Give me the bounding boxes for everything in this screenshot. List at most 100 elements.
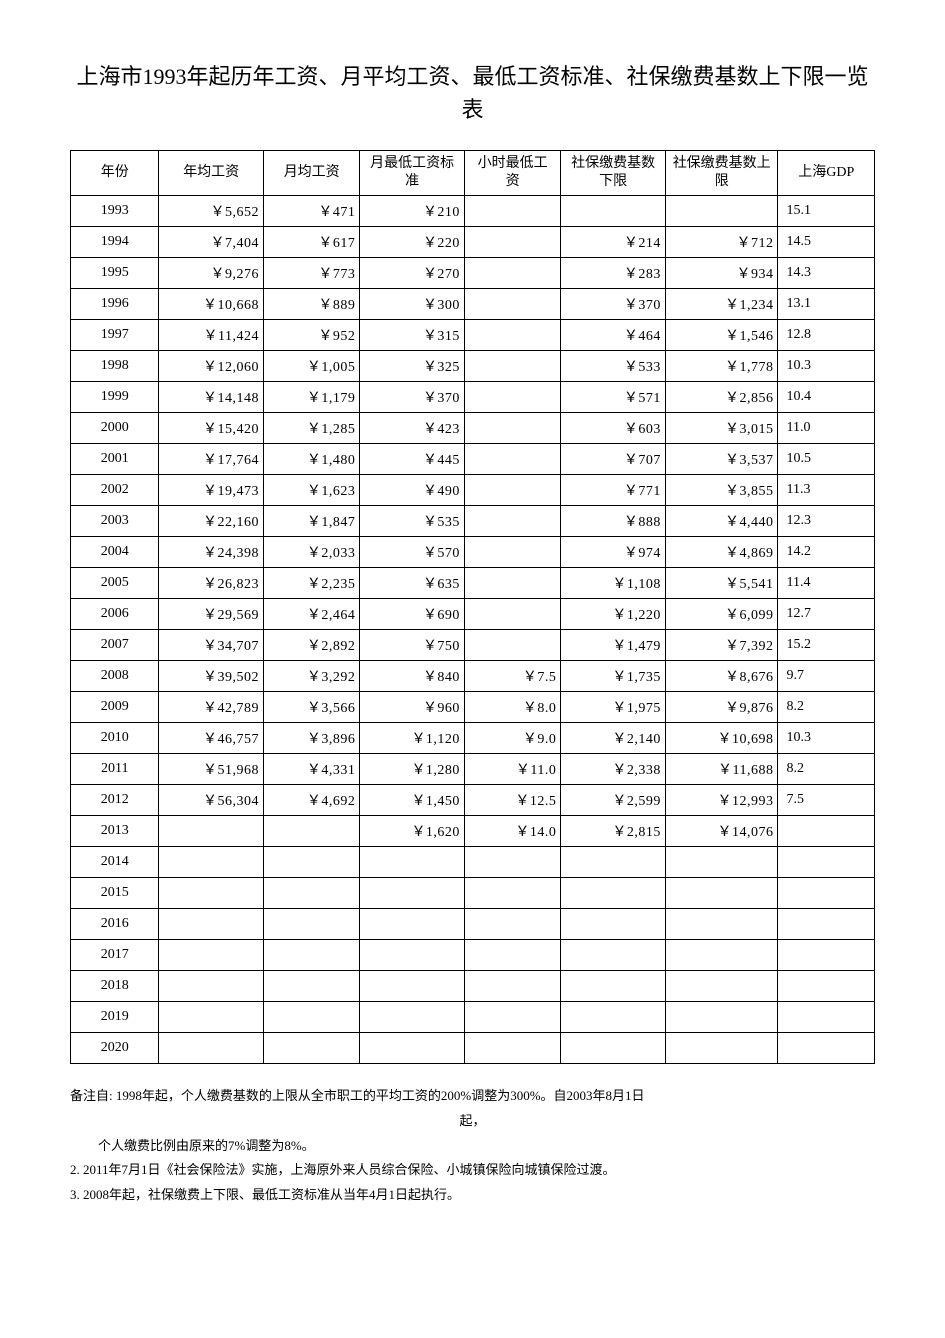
cell-sb_upper <box>665 909 778 940</box>
th-monthly: 月均工资 <box>263 151 359 196</box>
note-2: 2. 2011年7月1日《社会保险法》实施，上海原外来人员综合保险、小城镇保险向… <box>70 1158 875 1183</box>
cell-sb_upper: ￥3,855 <box>665 475 778 506</box>
cell-annual: ￥17,764 <box>159 444 264 475</box>
cell-sb_lower <box>561 940 666 971</box>
cell-annual: ￥34,707 <box>159 630 264 661</box>
cell-annual: ￥7,404 <box>159 227 264 258</box>
cell-min_month <box>360 940 465 971</box>
cell-monthly: ￥952 <box>263 320 359 351</box>
cell-min_month: ￥1,120 <box>360 723 465 754</box>
th-min-month: 月最低工资标准 <box>360 151 465 196</box>
table-body: 1993￥5,652￥471￥21015.11994￥7,404￥617￥220… <box>71 196 875 1064</box>
cell-monthly: ￥2,235 <box>263 568 359 599</box>
cell-year: 2004 <box>71 537 159 568</box>
table-row: 1996￥10,668￥889￥300￥370￥1,23413.1 <box>71 289 875 320</box>
cell-sb_upper: ￥12,993 <box>665 785 778 816</box>
cell-sb_lower <box>561 878 666 909</box>
cell-min_hour: ￥8.0 <box>464 692 560 723</box>
cell-min_hour <box>464 227 560 258</box>
cell-year: 2003 <box>71 506 159 537</box>
th-gdp: 上海GDP <box>778 151 875 196</box>
cell-year: 2019 <box>71 1002 159 1033</box>
cell-min_month: ￥270 <box>360 258 465 289</box>
cell-monthly: ￥3,292 <box>263 661 359 692</box>
table-row: 2009￥42,789￥3,566￥960￥8.0￥1,975￥9,8768.2 <box>71 692 875 723</box>
cell-min_month: ￥1,620 <box>360 816 465 847</box>
table-row: 2005￥26,823￥2,235￥635￥1,108￥5,54111.4 <box>71 568 875 599</box>
cell-gdp: 10.3 <box>778 723 875 754</box>
table-row: 2014 <box>71 847 875 878</box>
cell-sb_lower: ￥464 <box>561 320 666 351</box>
cell-gdp: 14.2 <box>778 537 875 568</box>
cell-sb_upper: ￥1,234 <box>665 289 778 320</box>
cell-annual: ￥5,652 <box>159 196 264 227</box>
cell-sb_upper <box>665 878 778 909</box>
cell-min_hour <box>464 258 560 289</box>
table-row: 2019 <box>71 1002 875 1033</box>
cell-annual: ￥29,569 <box>159 599 264 630</box>
cell-gdp: 13.1 <box>778 289 875 320</box>
cell-monthly: ￥4,692 <box>263 785 359 816</box>
table-row: 2017 <box>71 940 875 971</box>
cell-sb_lower: ￥2,599 <box>561 785 666 816</box>
table-row: 2001￥17,764￥1,480￥445￥707￥3,53710.5 <box>71 444 875 475</box>
cell-monthly: ￥773 <box>263 258 359 289</box>
cell-year: 2018 <box>71 971 159 1002</box>
cell-min_hour <box>464 382 560 413</box>
cell-min_hour: ￥9.0 <box>464 723 560 754</box>
cell-sb_lower: ￥2,338 <box>561 754 666 785</box>
cell-sb_upper <box>665 940 778 971</box>
cell-gdp: 15.2 <box>778 630 875 661</box>
cell-monthly <box>263 909 359 940</box>
cell-sb_upper: ￥934 <box>665 258 778 289</box>
cell-year: 2020 <box>71 1033 159 1064</box>
table-row: 2012￥56,304￥4,692￥1,450￥12.5￥2,599￥12,99… <box>71 785 875 816</box>
cell-sb_lower: ￥533 <box>561 351 666 382</box>
cell-sb_upper: ￥7,392 <box>665 630 778 661</box>
note-3: 3. 2008年起，社保缴费上下限、最低工资标准从当年4月1日起执行。 <box>70 1183 875 1208</box>
table-row: 2015 <box>71 878 875 909</box>
table-row: 2010￥46,757￥3,896￥1,120￥9.0￥2,140￥10,698… <box>71 723 875 754</box>
cell-gdp: 11.3 <box>778 475 875 506</box>
cell-min_hour <box>464 847 560 878</box>
cell-min_month <box>360 1002 465 1033</box>
cell-year: 1998 <box>71 351 159 382</box>
cell-annual: ￥42,789 <box>159 692 264 723</box>
wage-table: 年份 年均工资 月均工资 月最低工资标准 小时最低工资 社保缴费基数下限 社保缴… <box>70 150 875 1064</box>
note-1b: 起， <box>70 1109 875 1134</box>
cell-min_hour: ￥7.5 <box>464 661 560 692</box>
cell-monthly: ￥1,847 <box>263 506 359 537</box>
cell-sb_lower <box>561 196 666 227</box>
cell-annual <box>159 909 264 940</box>
cell-year: 2000 <box>71 413 159 444</box>
cell-min_hour <box>464 1002 560 1033</box>
cell-monthly: ￥3,566 <box>263 692 359 723</box>
cell-min_hour <box>464 506 560 537</box>
cell-year: 1994 <box>71 227 159 258</box>
cell-monthly <box>263 1002 359 1033</box>
cell-annual <box>159 1002 264 1033</box>
cell-min_hour <box>464 351 560 382</box>
cell-annual <box>159 971 264 1002</box>
cell-sb_lower <box>561 1033 666 1064</box>
cell-min_month: ￥315 <box>360 320 465 351</box>
cell-year: 2015 <box>71 878 159 909</box>
cell-year: 1999 <box>71 382 159 413</box>
cell-min_month <box>360 909 465 940</box>
page-title: 上海市1993年起历年工资、月平均工资、最低工资标准、社保缴费基数上下限一览表 <box>70 60 875 126</box>
cell-annual: ￥26,823 <box>159 568 264 599</box>
cell-sb_upper: ￥1,546 <box>665 320 778 351</box>
cell-gdp: 11.4 <box>778 568 875 599</box>
cell-min_hour <box>464 909 560 940</box>
cell-sb_upper: ￥5,541 <box>665 568 778 599</box>
cell-monthly: ￥1,005 <box>263 351 359 382</box>
cell-year: 2008 <box>71 661 159 692</box>
cell-gdp <box>778 1002 875 1033</box>
table-row: 2006￥29,569￥2,464￥690￥1,220￥6,09912.7 <box>71 599 875 630</box>
cell-gdp: 15.1 <box>778 196 875 227</box>
cell-monthly <box>263 878 359 909</box>
table-row: 2020 <box>71 1033 875 1064</box>
cell-annual: ￥10,668 <box>159 289 264 320</box>
cell-sb_lower: ￥1,479 <box>561 630 666 661</box>
cell-annual <box>159 878 264 909</box>
